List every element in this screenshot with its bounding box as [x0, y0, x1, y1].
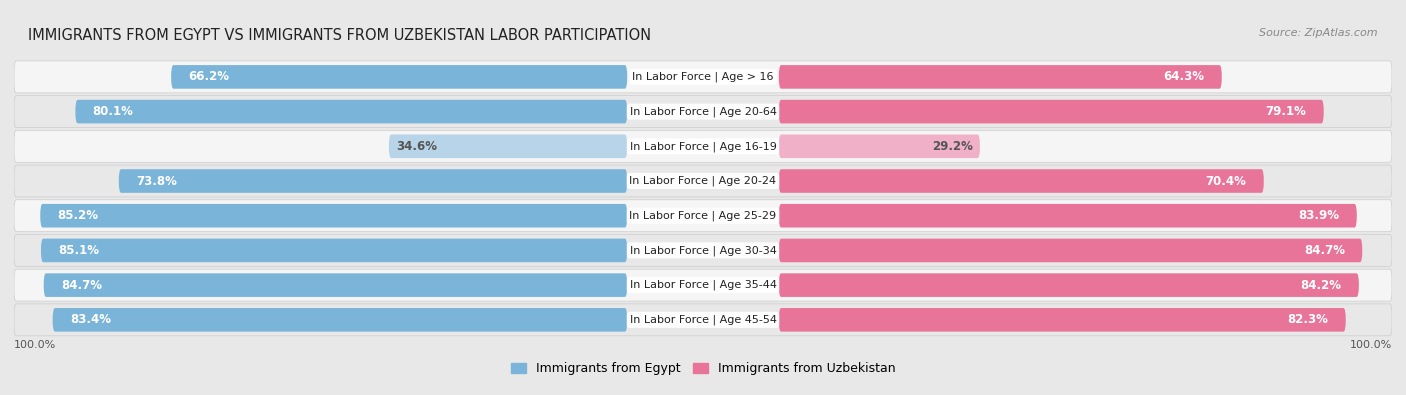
FancyBboxPatch shape [779, 239, 1362, 262]
FancyBboxPatch shape [14, 269, 1392, 301]
Text: 83.4%: 83.4% [70, 313, 111, 326]
FancyBboxPatch shape [41, 239, 627, 262]
Text: 82.3%: 82.3% [1288, 313, 1329, 326]
FancyBboxPatch shape [44, 273, 627, 297]
Text: 83.9%: 83.9% [1299, 209, 1340, 222]
Text: 84.7%: 84.7% [1305, 244, 1346, 257]
Text: 85.1%: 85.1% [58, 244, 100, 257]
Text: In Labor Force | Age 20-64: In Labor Force | Age 20-64 [630, 106, 776, 117]
Text: In Labor Force | Age > 16: In Labor Force | Age > 16 [633, 71, 773, 82]
FancyBboxPatch shape [779, 273, 1358, 297]
Text: 66.2%: 66.2% [188, 70, 229, 83]
FancyBboxPatch shape [779, 204, 1357, 228]
FancyBboxPatch shape [779, 100, 1323, 123]
FancyBboxPatch shape [14, 200, 1392, 232]
Text: 85.2%: 85.2% [58, 209, 98, 222]
Text: 64.3%: 64.3% [1164, 70, 1205, 83]
FancyBboxPatch shape [14, 235, 1392, 266]
FancyBboxPatch shape [41, 204, 627, 228]
Text: In Labor Force | Age 35-44: In Labor Force | Age 35-44 [630, 280, 776, 290]
Text: 84.2%: 84.2% [1301, 278, 1341, 292]
FancyBboxPatch shape [52, 308, 627, 332]
Text: In Labor Force | Age 30-34: In Labor Force | Age 30-34 [630, 245, 776, 256]
FancyBboxPatch shape [14, 165, 1392, 197]
Text: 79.1%: 79.1% [1265, 105, 1306, 118]
Text: 80.1%: 80.1% [93, 105, 134, 118]
FancyBboxPatch shape [14, 61, 1392, 93]
FancyBboxPatch shape [779, 135, 980, 158]
FancyBboxPatch shape [14, 304, 1392, 336]
FancyBboxPatch shape [779, 65, 1222, 89]
FancyBboxPatch shape [779, 308, 1346, 332]
FancyBboxPatch shape [14, 130, 1392, 162]
Text: 34.6%: 34.6% [395, 140, 437, 153]
Text: In Labor Force | Age 20-24: In Labor Force | Age 20-24 [630, 176, 776, 186]
FancyBboxPatch shape [779, 169, 1264, 193]
Text: 100.0%: 100.0% [14, 340, 56, 350]
Text: In Labor Force | Age 45-54: In Labor Force | Age 45-54 [630, 314, 776, 325]
Text: 84.7%: 84.7% [60, 278, 101, 292]
Text: IMMIGRANTS FROM EGYPT VS IMMIGRANTS FROM UZBEKISTAN LABOR PARTICIPATION: IMMIGRANTS FROM EGYPT VS IMMIGRANTS FROM… [28, 28, 651, 43]
FancyBboxPatch shape [118, 169, 627, 193]
FancyBboxPatch shape [76, 100, 627, 123]
Text: In Labor Force | Age 16-19: In Labor Force | Age 16-19 [630, 141, 776, 152]
Text: Source: ZipAtlas.com: Source: ZipAtlas.com [1260, 28, 1378, 38]
Legend: Immigrants from Egypt, Immigrants from Uzbekistan: Immigrants from Egypt, Immigrants from U… [506, 357, 900, 380]
Text: 70.4%: 70.4% [1206, 175, 1247, 188]
Text: In Labor Force | Age 25-29: In Labor Force | Age 25-29 [630, 211, 776, 221]
Text: 100.0%: 100.0% [1350, 340, 1392, 350]
FancyBboxPatch shape [389, 135, 627, 158]
FancyBboxPatch shape [14, 96, 1392, 128]
FancyBboxPatch shape [172, 65, 627, 89]
Text: 73.8%: 73.8% [136, 175, 177, 188]
Text: 29.2%: 29.2% [932, 140, 973, 153]
